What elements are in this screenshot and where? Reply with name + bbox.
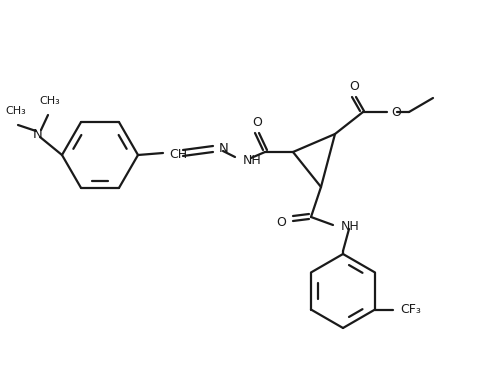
Text: N: N bbox=[219, 142, 229, 156]
Text: O: O bbox=[391, 105, 401, 119]
Text: O: O bbox=[349, 80, 359, 93]
Text: CH₃: CH₃ bbox=[5, 106, 26, 116]
Text: O: O bbox=[252, 115, 262, 129]
Text: NH: NH bbox=[243, 154, 262, 166]
Text: CH₃: CH₃ bbox=[40, 96, 60, 106]
Text: O: O bbox=[276, 215, 286, 229]
Text: N: N bbox=[33, 127, 43, 141]
Text: NH: NH bbox=[341, 220, 360, 234]
Text: CH: CH bbox=[169, 147, 187, 161]
Text: CF₃: CF₃ bbox=[400, 303, 421, 316]
